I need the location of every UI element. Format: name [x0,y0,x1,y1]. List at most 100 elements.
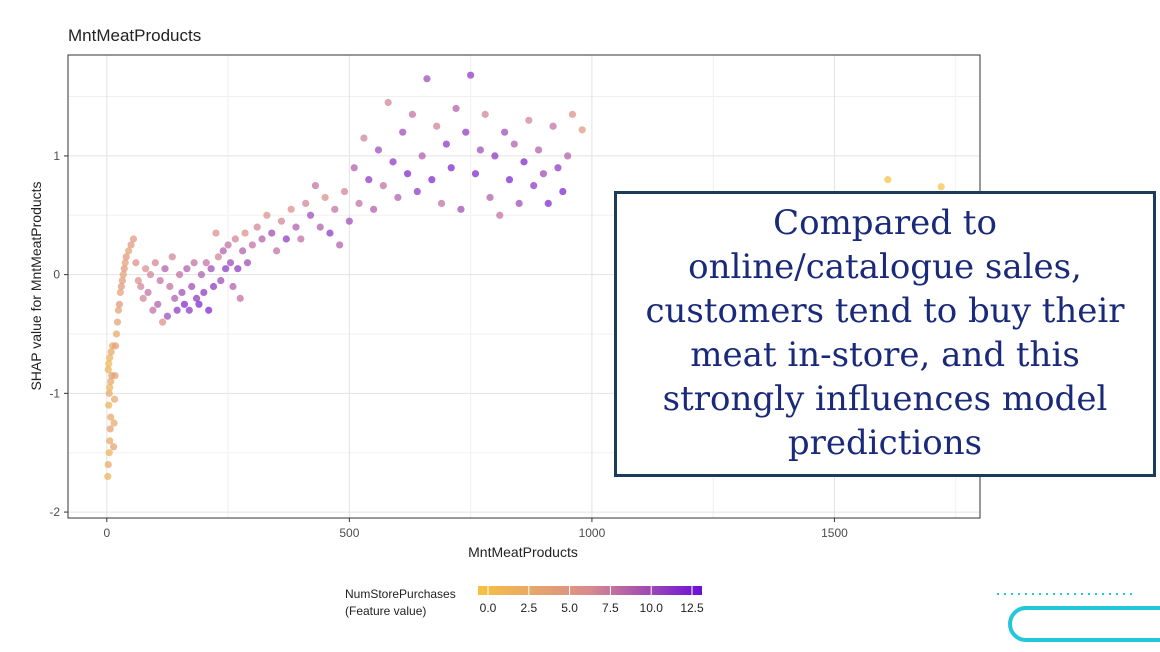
data-point [243,259,252,267]
data-point [105,449,113,457]
data-point [183,265,191,273]
data-point [185,306,193,314]
data-point [302,199,310,207]
data-point [515,199,523,207]
data-point [428,176,436,184]
legend-tick-label: 2.5 [520,601,537,615]
data-point [107,413,115,421]
data-point [394,193,402,202]
legend-title-line1: NumStorePurchases [345,587,456,601]
data-point [110,419,118,427]
data-point [137,282,145,291]
data-point [447,164,455,172]
data-point [105,360,113,368]
data-point [207,265,215,273]
data-point [457,205,465,213]
y-tick-label: -2 [49,505,60,519]
data-point [222,265,230,273]
data-point [496,211,504,219]
data-point [534,146,543,154]
x-tick-label: 0 [103,526,110,540]
data-point [481,110,489,118]
data-point [195,300,203,308]
data-point [142,265,150,273]
data-point [161,265,169,273]
legend-tick-label: 7.5 [602,601,619,615]
data-point [297,235,305,243]
data-point [423,75,431,83]
chart-title: MntMeatProducts [68,26,202,45]
data-point [500,128,509,136]
data-point [413,187,421,196]
data-point [884,176,892,184]
data-point [471,170,480,178]
x-tick-label: 500 [339,526,359,540]
data-point [149,306,157,314]
data-point [418,152,426,160]
data-point [306,211,315,219]
data-point [144,288,152,297]
data-point [258,235,266,243]
data-point [311,181,320,190]
y-tick-label: 0 [53,268,60,282]
data-point [217,276,225,285]
data-point [116,288,124,297]
data-point [127,241,135,249]
data-point [272,247,281,255]
data-point [331,205,339,213]
data-point [263,211,271,219]
data-point [192,294,201,302]
data-point [241,229,249,237]
legend-tick-label: 10.0 [640,601,664,615]
data-point [530,181,538,190]
data-point [316,223,324,231]
data-point [253,223,261,231]
data-point [107,348,115,356]
legend-ticks: 0.0 2.5 5.0 7.5 10.0 12.5 [480,586,704,615]
data-point [110,443,118,451]
data-point [146,271,155,279]
data-point [106,354,114,362]
data-point [132,259,140,267]
data-point [287,205,295,213]
data-point [389,158,397,166]
data-point [121,259,129,267]
data-point [292,223,300,231]
data-point [139,294,147,302]
data-point [129,235,138,243]
data-point [209,282,218,291]
data-point [113,318,122,326]
data-point [105,401,113,409]
data-point [234,265,242,273]
data-point [510,140,518,148]
data-point [236,294,244,302]
scatter-points [104,71,945,481]
data-point [219,247,227,255]
data-point [168,253,176,261]
data-point [224,241,232,249]
data-point [154,300,162,308]
data-point [239,247,247,255]
data-point [125,247,133,255]
data-point [117,282,125,291]
data-point [175,271,184,279]
x-axis-title: MntMeatProducts [468,544,578,560]
data-point [462,128,470,136]
x-tick-label: 1000 [579,526,606,540]
data-point [178,288,186,297]
data-point [505,176,514,184]
decorative-accent [997,593,1160,642]
x-tick-label: 1500 [821,526,848,540]
data-point [110,395,119,403]
data-point [200,288,208,297]
data-point [340,187,349,196]
data-point [539,170,548,178]
data-point [122,253,130,261]
data-point [365,176,373,184]
data-point [112,330,121,338]
data-point [345,217,353,225]
data-point [559,187,567,196]
data-point [107,377,115,386]
data-point [379,181,387,190]
data-point [408,110,417,118]
